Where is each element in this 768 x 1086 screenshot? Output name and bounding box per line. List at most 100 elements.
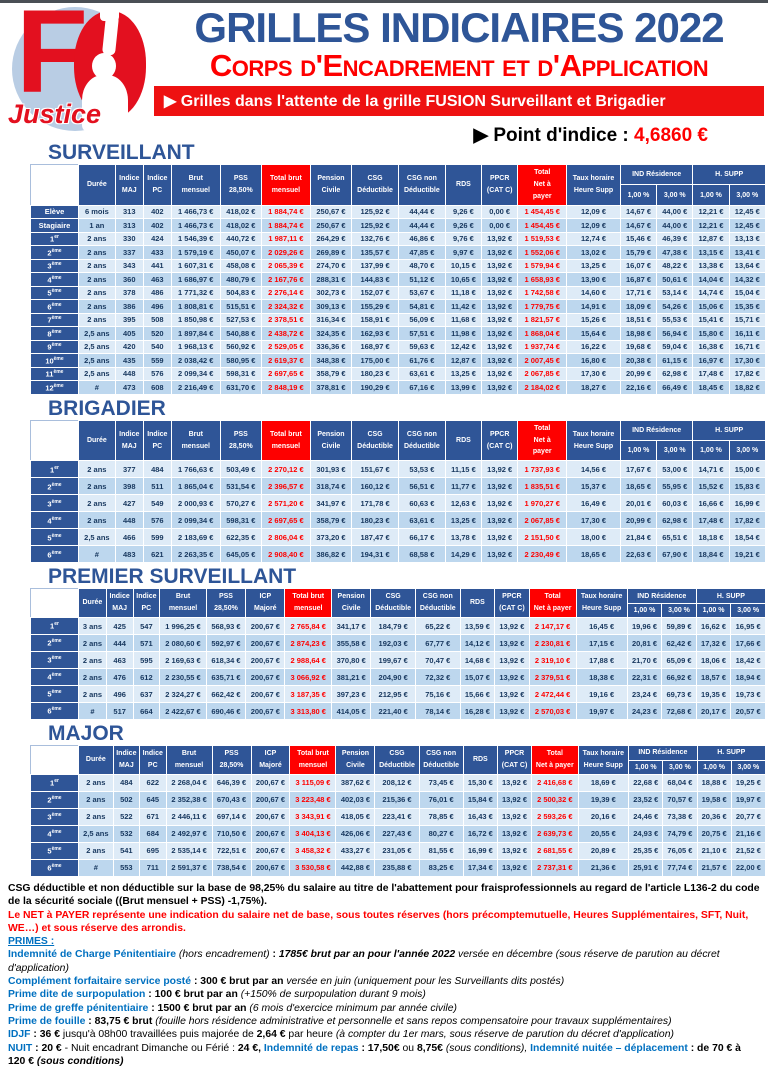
data-cell: 2 183,69 € bbox=[170, 528, 221, 547]
row-label: 4ème bbox=[30, 824, 79, 843]
data-cell: 16,87 € bbox=[619, 272, 658, 287]
data-cell: 1 821,57 € bbox=[517, 312, 568, 328]
data-cell: 16,72 € bbox=[462, 824, 498, 843]
data-cell: 540,88 € bbox=[219, 326, 262, 341]
data-cell: 20,55 € bbox=[577, 824, 630, 843]
column-header-indice-maj: Indice MAJ bbox=[112, 745, 141, 775]
data-cell: 2 ans bbox=[78, 312, 116, 328]
data-cell: 223,41 € bbox=[374, 807, 420, 826]
data-cell: 635,71 € bbox=[205, 668, 247, 687]
data-cell: 14,74 € bbox=[692, 285, 730, 301]
data-cell: 12,45 € bbox=[728, 204, 767, 220]
corner-cell bbox=[30, 164, 79, 206]
data-cell: 16,80 € bbox=[566, 353, 621, 368]
footer-line: Indemnité de Charge Pénitentiaire (hors … bbox=[8, 949, 720, 974]
data-cell: 81,55 € bbox=[418, 841, 464, 860]
data-cell: 2 500,32 € bbox=[531, 790, 579, 809]
data-cell: 288,31 € bbox=[309, 272, 353, 287]
data-cell: 671 bbox=[139, 807, 167, 826]
data-cell: 427 bbox=[114, 494, 144, 513]
data-cell: 19,97 € bbox=[575, 702, 628, 721]
data-cell: 608 bbox=[142, 380, 172, 395]
data-cell: 15,46 € bbox=[619, 231, 658, 247]
column-header-rds: RDS bbox=[459, 588, 496, 619]
data-cell: 250,67 € bbox=[309, 204, 353, 220]
data-cell: 2,5 ans bbox=[78, 824, 114, 843]
row-label: 1er bbox=[30, 617, 79, 636]
data-cell: 15,83 € bbox=[728, 477, 767, 496]
data-cell: 17,71 € bbox=[619, 285, 658, 301]
data-cell: 2 438,72 € bbox=[260, 326, 311, 341]
data-cell: 402 bbox=[142, 204, 172, 220]
data-cell: 3 404,13 € bbox=[289, 824, 337, 843]
data-cell: 441 bbox=[142, 258, 172, 274]
sub-header: 3,00 % bbox=[728, 184, 767, 206]
data-cell: 16,45 € bbox=[575, 617, 628, 636]
data-cell: 44,44 € bbox=[397, 204, 446, 220]
data-cell: 373,20 € bbox=[309, 528, 353, 547]
data-cell: 13,25 € bbox=[444, 366, 483, 382]
data-cell: 2 571,20 € bbox=[260, 494, 311, 513]
data-cell: 1 808,81 € bbox=[170, 299, 221, 314]
data-cell: 341,97 € bbox=[309, 494, 353, 513]
data-cell: 14,04 € bbox=[692, 272, 730, 287]
data-cell: 540 bbox=[142, 339, 172, 355]
data-cell: 66,17 € bbox=[397, 528, 446, 547]
data-cell: 14,56 € bbox=[566, 460, 621, 479]
data-cell: 20,99 € bbox=[619, 511, 658, 530]
column-header-pss-28-50: PSS 28,50% bbox=[219, 419, 262, 462]
data-cell: 2 ans bbox=[78, 258, 116, 274]
data-cell: 559 bbox=[142, 353, 172, 368]
data-cell: 11,42 € bbox=[444, 299, 483, 314]
column-header-taux-horaire-heure-supp: Taux horaire Heure Supp bbox=[577, 745, 630, 775]
data-cell: 313 bbox=[114, 218, 144, 233]
data-cell: 14,91 € bbox=[566, 299, 621, 314]
data-cell: 15,00 € bbox=[728, 460, 767, 479]
data-cell: 2 007,45 € bbox=[517, 353, 568, 368]
data-cell: 2 216,49 € bbox=[170, 380, 221, 395]
data-cell: 53,67 € bbox=[397, 285, 446, 301]
main-title: GRILLES INDICIAIRES 2022 bbox=[194, 4, 724, 51]
data-cell: 336,36 € bbox=[309, 339, 353, 355]
data-cell: 440,72 € bbox=[219, 231, 262, 247]
data-cell: 200,67 € bbox=[245, 634, 286, 653]
data-cell: 13,92 € bbox=[481, 245, 519, 260]
group-header-h-supp: H. SUPP bbox=[692, 419, 766, 442]
data-cell: 22,63 € bbox=[619, 545, 658, 564]
footer-line: Le NET à PAYER représente une indication… bbox=[8, 909, 749, 934]
data-cell: 54,26 € bbox=[656, 299, 694, 314]
table-row: 4ème 2 ans 448 576 2 099,34 €598,31 €2 697,6… bbox=[30, 511, 767, 530]
data-cell: 200,67 € bbox=[245, 685, 286, 704]
group-header-ind-residence: IND Résidence bbox=[619, 419, 694, 442]
data-cell: 496 bbox=[105, 685, 134, 704]
row-label: 3ème bbox=[30, 807, 79, 826]
data-cell: 522 bbox=[112, 807, 141, 826]
data-cell: 395 bbox=[114, 312, 144, 328]
data-cell: 264,29 € bbox=[309, 231, 353, 247]
data-cell: 19,39 € bbox=[577, 790, 630, 809]
table-row: 6ème #483 621 2 263,35 €645,05 €2 908,40 €3… bbox=[30, 545, 767, 564]
data-cell: 2 ans bbox=[78, 807, 114, 826]
data-cell: 13,92 € bbox=[494, 702, 530, 721]
data-cell: 22,68 € bbox=[628, 773, 664, 792]
data-cell: 11,18 € bbox=[444, 285, 483, 301]
data-cell: 67,90 € bbox=[656, 545, 694, 564]
data-cell: 2 765,84 € bbox=[284, 617, 332, 636]
data-cell: 424 bbox=[142, 231, 172, 247]
row-label: Elève bbox=[30, 204, 79, 220]
table-row: 10ème 2,5 ans 435 559 2 038,42 €580,95 €2 61… bbox=[30, 353, 767, 368]
row-label: Stagiaire bbox=[30, 218, 79, 233]
data-cell: 23,52 € bbox=[628, 790, 664, 809]
group-header-h-supp: H. SUPP bbox=[692, 163, 766, 186]
data-cell: 13,92 € bbox=[481, 380, 519, 395]
row-label: 8ème bbox=[30, 326, 79, 341]
data-cell: 1 546,39 € bbox=[170, 231, 221, 247]
column-header-ppcr-cat-c: PPCR (CAT C) bbox=[481, 164, 519, 206]
data-cell: 1 884,74 € bbox=[260, 204, 311, 220]
data-cell: 19,58 € bbox=[696, 790, 732, 809]
data-cell: 68,04 € bbox=[662, 773, 698, 792]
data-cell: 78,85 € bbox=[418, 807, 464, 826]
data-cell: 2 ans bbox=[78, 477, 116, 496]
data-cell: 47,38 € bbox=[656, 245, 694, 260]
data-cell: 12,21 € bbox=[692, 218, 730, 233]
